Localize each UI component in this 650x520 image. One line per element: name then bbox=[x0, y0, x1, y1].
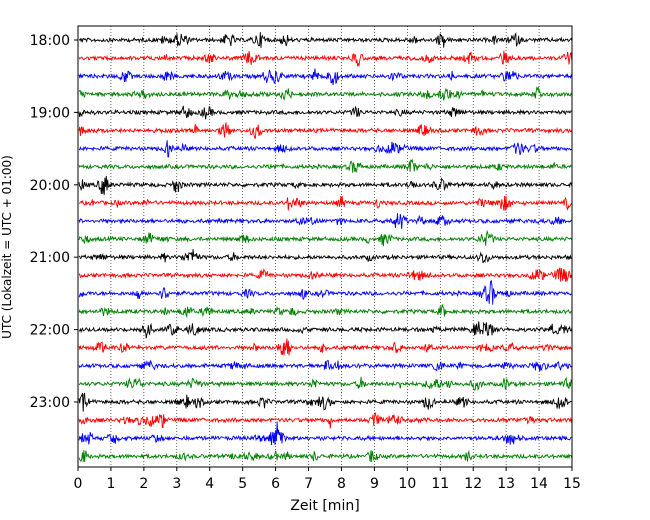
trace-1845 bbox=[78, 86, 573, 101]
trace-1800 bbox=[78, 32, 573, 48]
x-tick-label: 14 bbox=[530, 476, 548, 492]
x-tick-label: 5 bbox=[238, 476, 247, 492]
y-tick-label: 18:00 bbox=[30, 33, 70, 49]
x-tick-label: 1 bbox=[106, 476, 115, 492]
trace-2115 bbox=[78, 267, 573, 282]
y-tick-label: 21:00 bbox=[30, 250, 70, 266]
y-tick-label: 23:00 bbox=[30, 395, 70, 411]
plot-frame bbox=[77, 25, 573, 468]
trace-2000 bbox=[78, 175, 573, 195]
y-tick-label: 20:00 bbox=[30, 178, 70, 194]
trace-2345 bbox=[78, 449, 573, 462]
trace-1830 bbox=[78, 68, 573, 86]
trace-2030 bbox=[78, 213, 572, 230]
y-tick-label: 22:00 bbox=[30, 323, 70, 339]
trace-2015 bbox=[79, 195, 573, 211]
trace-2230 bbox=[78, 359, 573, 372]
x-tick-label: 7 bbox=[304, 476, 313, 492]
y-tick-label: 19:00 bbox=[30, 105, 70, 121]
trace-2130 bbox=[78, 279, 572, 305]
trace-2300 bbox=[78, 392, 572, 412]
x-tick-label: 2 bbox=[139, 476, 148, 492]
seismic-traces bbox=[78, 32, 573, 462]
x-tick-label: 15 bbox=[563, 476, 581, 492]
x-tick-label: 0 bbox=[74, 476, 83, 492]
trace-2045 bbox=[78, 229, 573, 247]
trace-2200 bbox=[78, 321, 573, 339]
trace-1815 bbox=[78, 50, 573, 67]
y-axis-ticks: 18:00 19:00 20:00 21:00 22:00 23:00 bbox=[30, 33, 78, 411]
trace-2330 bbox=[78, 421, 572, 446]
trace-1900 bbox=[78, 105, 572, 120]
x-tick-label: 11 bbox=[431, 476, 449, 492]
trace-2315 bbox=[78, 412, 573, 429]
trace-1915 bbox=[78, 122, 573, 139]
x-tick-label: 3 bbox=[172, 476, 181, 492]
y-axis-label: UTC (Lokalzeit = UTC + 01:00) bbox=[0, 155, 14, 339]
x-tick-label: 8 bbox=[337, 476, 346, 492]
trace-2100 bbox=[78, 248, 572, 264]
trace-1945 bbox=[78, 158, 573, 174]
trace-1930 bbox=[78, 140, 573, 158]
x-axis-label: Zeit [min] bbox=[290, 498, 359, 514]
x-tick-label: 10 bbox=[398, 476, 416, 492]
x-axis-ticks: 0 1 2 3 4 5 6 7 8 9 10 11 12 13 14 15 bbox=[74, 467, 581, 492]
x-tick-label: 4 bbox=[205, 476, 214, 492]
x-tick-label: 13 bbox=[497, 476, 515, 492]
x-tick-label: 9 bbox=[370, 476, 379, 492]
x-tick-label: 6 bbox=[271, 476, 280, 492]
x-tick-label: 12 bbox=[464, 476, 482, 492]
trace-2245 bbox=[78, 376, 573, 391]
trace-2145 bbox=[78, 304, 572, 319]
trace-2215 bbox=[78, 338, 573, 356]
